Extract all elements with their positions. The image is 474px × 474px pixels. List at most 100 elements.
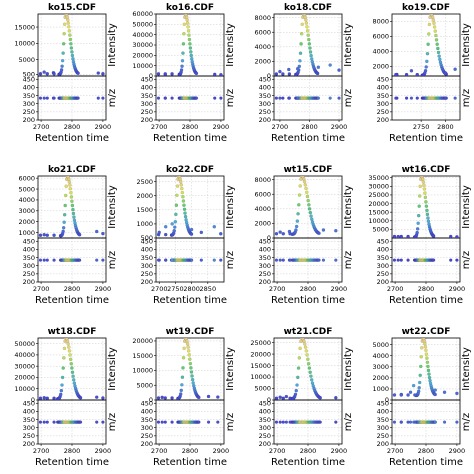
y-tick-label: 350 (377, 416, 389, 424)
y-tick-label: 350 (141, 92, 153, 100)
y-tick-label: 1500 (136, 206, 153, 214)
mz-point (212, 258, 216, 262)
y-tick-label: 5000 (372, 341, 389, 349)
data-point (189, 366, 193, 370)
mz-point (101, 258, 105, 262)
data-point (423, 341, 427, 346)
data-point (189, 227, 194, 232)
y-tick-label: 400 (23, 408, 35, 416)
data-point (71, 211, 76, 216)
intensity-points (274, 176, 338, 237)
panel-ko22: ko22.CDF50010001500200025002002503003504… (136, 165, 236, 306)
data-point (182, 22, 187, 27)
x-tick-label: 2800 (182, 447, 199, 455)
mz-point (442, 420, 447, 424)
y-tick-label: 10000 (368, 217, 389, 225)
data-point (174, 212, 178, 217)
data-point (437, 54, 441, 58)
x-axis-label: Retention time (389, 133, 463, 144)
data-point (309, 378, 314, 382)
y-tick-label: 250 (23, 432, 35, 440)
data-point (175, 184, 180, 188)
y-tick-label: 40000 (132, 31, 153, 39)
y-tick-label: 200 (259, 278, 271, 286)
data-point (399, 234, 404, 238)
x-tick-label: 2900 (331, 123, 348, 131)
data-point (59, 68, 64, 72)
y-tick-label: 60000 (132, 10, 153, 18)
mz-point (317, 258, 321, 262)
x-axis-label: Retention time (271, 295, 345, 306)
panel-ko19: ko19.CDF 2000 4000 6000 8000 2002503003504004… (372, 3, 472, 144)
y-tick-label: 6000 (254, 190, 271, 198)
data-point (173, 225, 177, 229)
y-tick-label: 30000 (132, 41, 153, 49)
data-point (411, 383, 416, 388)
y-tick-label: 6000 (254, 28, 271, 36)
intensity-points (38, 176, 105, 238)
data-point (67, 29, 72, 33)
data-point (70, 203, 75, 208)
y-axis-label-mz: m/z (343, 89, 354, 107)
data-point (216, 395, 220, 399)
data-point (315, 71, 320, 76)
y-tick-label: 450 (377, 237, 389, 245)
mz-point (95, 420, 99, 424)
mz-frame (391, 75, 461, 121)
panel-title: ko16.CDF (166, 3, 214, 13)
data-point (68, 186, 73, 191)
data-point (415, 230, 419, 235)
y-tick-label: 6000 (18, 174, 35, 182)
x-axis-label: Retention time (35, 457, 109, 468)
panel-title: ko18.CDF (284, 3, 332, 13)
y-axis-label-mz: m/z (343, 413, 354, 431)
data-point (185, 18, 189, 22)
y-tick-label: 200 (377, 116, 389, 124)
mz-point (189, 258, 194, 262)
data-point (182, 346, 186, 351)
data-point (62, 212, 67, 217)
mz-point (77, 258, 82, 262)
y-tick-label: 50000 (14, 340, 35, 348)
y-tick-label: 350 (141, 254, 153, 262)
data-point (42, 70, 46, 74)
y-axis-label-intensity: Intensity (343, 23, 354, 67)
panel-title: ko22.CDF (166, 165, 214, 175)
data-point (408, 390, 413, 394)
mz-point (38, 420, 43, 424)
y-tick-label: 0 (267, 234, 271, 242)
data-point (281, 72, 285, 76)
data-point (306, 361, 311, 366)
data-point (183, 211, 187, 215)
data-point (295, 66, 300, 71)
data-point (404, 72, 409, 76)
x-tick-label: 2700 (33, 123, 50, 131)
data-point (448, 234, 453, 238)
x-tick-label: 2700 (33, 447, 50, 455)
y-tick-label: 250 (377, 432, 389, 440)
data-point (422, 187, 427, 191)
data-point (418, 184, 422, 189)
data-point (298, 59, 302, 63)
mz-point (334, 258, 338, 262)
data-point (212, 224, 217, 229)
data-point (295, 219, 300, 223)
data-point (433, 388, 438, 392)
mz-point (455, 258, 459, 262)
data-point (170, 222, 174, 226)
data-point (417, 380, 422, 385)
data-point (305, 29, 310, 33)
intensity-points (156, 338, 220, 400)
data-point (433, 29, 438, 33)
y-tick-label: 3000 (372, 363, 389, 371)
data-point (185, 342, 190, 346)
data-point (426, 368, 431, 373)
panel-wt18: wt18.CDF 0 10000 20000 30000 40000 50000 200250… (14, 327, 118, 468)
mz-point (431, 258, 436, 262)
data-point (70, 53, 75, 58)
y-tick-label: 5000 (136, 381, 153, 389)
data-point (334, 228, 338, 233)
y-tick-label: 450 (23, 237, 35, 245)
data-point (61, 229, 65, 234)
data-point (317, 231, 321, 236)
